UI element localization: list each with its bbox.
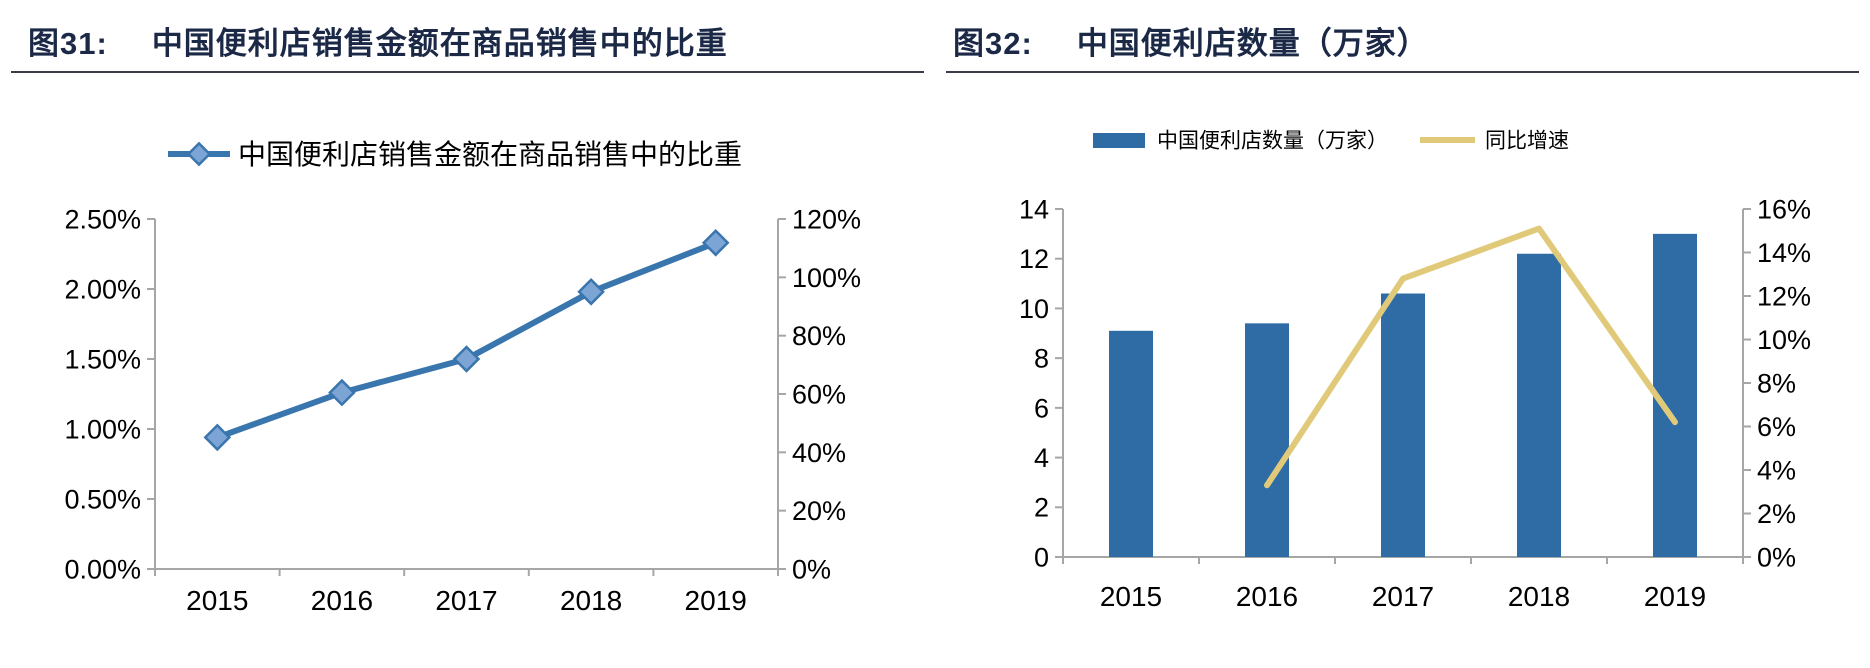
x-axis-category-label: 2017 — [435, 585, 497, 616]
y-axis-right-tick-label: 8% — [1757, 368, 1796, 398]
y-axis-right-tick-label: 4% — [1757, 455, 1796, 485]
y-axis-left-tick-label: 2.00% — [64, 274, 141, 304]
y-axis-left-tick-label: 1.50% — [64, 344, 141, 374]
bar-2019 — [1653, 233, 1697, 557]
y-axis-left-tick-label: 2 — [1034, 493, 1049, 523]
legend-label: 中国便利店数量（万家） — [1157, 129, 1388, 152]
y-axis-right-tick-label: 14% — [1757, 238, 1811, 268]
figure31-line-chart: 0.00% 0.50% 1.00% 1.50% 2.00% 2.50% 0% 20% 40% 60… — [64, 139, 861, 616]
bar-2015 — [1109, 330, 1153, 557]
y-axis-left-tick-label: 1.00% — [64, 414, 141, 444]
figure32-title: 中国便利店数量（万家） — [1076, 26, 1429, 61]
y-axis-left-tick-label: 6 — [1034, 393, 1049, 423]
figure31-title: 中国便利店销售金额在商品销售中的比重 — [151, 26, 728, 61]
y-axis-right-tick-label: 40% — [792, 438, 846, 468]
bar-2016 — [1245, 323, 1289, 557]
legend-label: 中国便利店销售金额在商品销售中的比重 — [238, 139, 742, 170]
figure32-combo-chart: 0 2 4 6 8 10 12 14 0% 2% 4% 6% 8% 10% 12% 14% 16% 2015 201… — [1019, 129, 1811, 612]
figure-31: 图31: 中国便利店销售金额在商品销售中的比重 0.00% 0.50% 1.00% 1… — [0, 0, 935, 616]
y-axis-right-tick-label: 0% — [1757, 542, 1796, 572]
y-axis-right-tick-label: 20% — [792, 496, 846, 526]
x-axis-category-label: 2017 — [1372, 581, 1434, 612]
y-axis-left-tick-label: 10 — [1019, 294, 1049, 324]
ratio-line — [214, 239, 719, 441]
bar-2018 — [1517, 253, 1561, 557]
legend-diamond-swatch — [186, 141, 212, 167]
x-axis-category-label: 2019 — [1644, 581, 1706, 612]
figure32-header: 图32: 中国便利店数量（万家） — [935, 0, 1870, 63]
y-axis-left-tick-label: 2.50% — [64, 204, 141, 234]
x-axis-category-label: 2018 — [1508, 581, 1570, 612]
x-axis-category-label: 2015 — [186, 585, 248, 616]
x-axis-category-label: 2018 — [560, 585, 622, 616]
figure32-underline — [946, 71, 1859, 73]
x-axis-category-label: 2016 — [1236, 581, 1298, 612]
figure31-header: 图31: 中国便利店销售金额在商品销售中的比重 — [0, 0, 935, 63]
growth-line — [1264, 225, 1678, 489]
x-axis-category-label: 2019 — [685, 585, 747, 616]
data-point-2019 — [701, 229, 730, 257]
y-axis-right-tick-label: 2% — [1757, 499, 1796, 529]
data-point-2017 — [452, 345, 481, 373]
y-axis-right-tick-label: 6% — [1757, 412, 1796, 442]
x-axis-category-label: 2016 — [311, 585, 373, 616]
legend-label: 同比增速 — [1485, 129, 1569, 152]
y-axis-left-tick-label: 4 — [1034, 443, 1049, 473]
y-axis-left-tick-label: 0.00% — [64, 554, 141, 584]
y-axis-right-tick-label: 60% — [792, 379, 846, 409]
data-point-2018 — [577, 278, 605, 306]
y-axis-left-tick-label: 0.50% — [64, 484, 141, 514]
y-axis-left-tick-label: 0 — [1034, 542, 1049, 572]
y-axis-right-tick-label: 16% — [1757, 194, 1811, 224]
y-axis-left-tick-label: 14 — [1019, 194, 1049, 224]
y-axis-right-tick-label: 10% — [1757, 325, 1811, 355]
figure-32: 图32: 中国便利店数量（万家） 0 2 4 6 8 10 12 14 0% 2% 4% 6% 8% 10… — [935, 0, 1870, 668]
y-axis-left-tick-label: 8 — [1034, 344, 1049, 374]
figure32-label: 图32: — [953, 26, 1033, 61]
data-point-2015 — [203, 423, 232, 452]
x-axis-category-label: 2015 — [1100, 581, 1162, 612]
y-axis-right-tick-label: 120% — [792, 204, 861, 234]
y-axis-right-tick-label: 12% — [1757, 281, 1811, 311]
figure31-label: 图31: — [28, 26, 108, 61]
data-point-2016 — [328, 378, 356, 407]
y-axis-right-tick-label: 100% — [792, 263, 861, 293]
figure31-underline — [11, 71, 924, 73]
y-axis-right-tick-label: 80% — [792, 321, 846, 351]
bar-2017 — [1381, 293, 1425, 557]
legend-bar-swatch — [1093, 133, 1145, 148]
y-axis-left-tick-label: 12 — [1019, 244, 1049, 274]
y-axis-right-tick-label: 0% — [792, 554, 831, 584]
